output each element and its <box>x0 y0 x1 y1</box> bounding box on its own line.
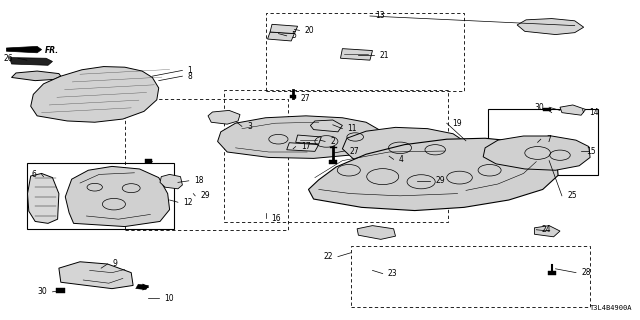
Text: 29: 29 <box>435 176 445 185</box>
Text: 8: 8 <box>188 72 192 81</box>
Text: 16: 16 <box>271 214 280 223</box>
Text: 9: 9 <box>113 260 118 268</box>
Text: 27: 27 <box>349 147 359 156</box>
Polygon shape <box>31 67 159 122</box>
Text: 20: 20 <box>305 26 314 35</box>
Bar <box>27 163 174 229</box>
Polygon shape <box>534 226 560 237</box>
Bar <box>224 90 448 222</box>
Polygon shape <box>483 136 590 170</box>
Text: 26: 26 <box>3 54 13 63</box>
Polygon shape <box>415 178 432 185</box>
Polygon shape <box>342 127 467 167</box>
Text: 30: 30 <box>38 287 47 296</box>
Polygon shape <box>308 138 558 211</box>
Text: T3L4B4900A: T3L4B4900A <box>590 305 632 311</box>
Text: 30: 30 <box>534 103 544 112</box>
Polygon shape <box>28 173 59 223</box>
Polygon shape <box>329 160 337 164</box>
Text: 1: 1 <box>188 66 192 75</box>
Text: 10: 10 <box>164 294 173 303</box>
Text: 15: 15 <box>586 147 596 156</box>
Polygon shape <box>218 116 381 158</box>
Polygon shape <box>12 71 61 81</box>
Polygon shape <box>560 105 586 115</box>
Text: 23: 23 <box>388 269 397 278</box>
Text: 5: 5 <box>292 31 297 40</box>
Text: 19: 19 <box>452 119 461 128</box>
Polygon shape <box>160 174 182 189</box>
Polygon shape <box>136 284 148 290</box>
Bar <box>125 99 288 230</box>
Polygon shape <box>517 19 584 35</box>
Text: FR.: FR. <box>45 46 59 55</box>
Text: 2: 2 <box>330 137 335 146</box>
Bar <box>266 13 464 91</box>
Text: 4: 4 <box>399 155 404 164</box>
Text: 7: 7 <box>546 135 551 144</box>
Polygon shape <box>548 271 556 275</box>
Polygon shape <box>270 24 298 34</box>
Polygon shape <box>357 226 396 239</box>
Text: 25: 25 <box>567 191 577 200</box>
Polygon shape <box>310 120 342 132</box>
Text: 13: 13 <box>375 12 385 20</box>
Polygon shape <box>268 32 294 41</box>
Text: 28: 28 <box>581 268 591 277</box>
Polygon shape <box>6 46 42 53</box>
Text: 3: 3 <box>247 122 252 131</box>
Text: 6: 6 <box>31 170 36 179</box>
Polygon shape <box>208 110 240 124</box>
Polygon shape <box>290 95 296 98</box>
Polygon shape <box>287 143 319 151</box>
Polygon shape <box>543 108 551 111</box>
Text: 18: 18 <box>194 176 204 185</box>
Polygon shape <box>296 135 321 144</box>
Text: 29: 29 <box>200 191 210 200</box>
Text: 14: 14 <box>589 108 598 117</box>
Text: 24: 24 <box>541 225 551 234</box>
Polygon shape <box>56 288 65 293</box>
Polygon shape <box>10 58 52 65</box>
Polygon shape <box>340 49 372 60</box>
Polygon shape <box>145 159 152 163</box>
Text: 17: 17 <box>301 142 310 151</box>
Text: 27: 27 <box>301 94 310 103</box>
Text: 12: 12 <box>183 198 193 207</box>
Text: 21: 21 <box>380 51 389 60</box>
Text: 11: 11 <box>348 124 357 133</box>
Bar <box>488 109 598 175</box>
Polygon shape <box>65 166 170 227</box>
Polygon shape <box>59 262 133 289</box>
Text: 22: 22 <box>323 252 333 261</box>
Bar <box>351 246 590 307</box>
